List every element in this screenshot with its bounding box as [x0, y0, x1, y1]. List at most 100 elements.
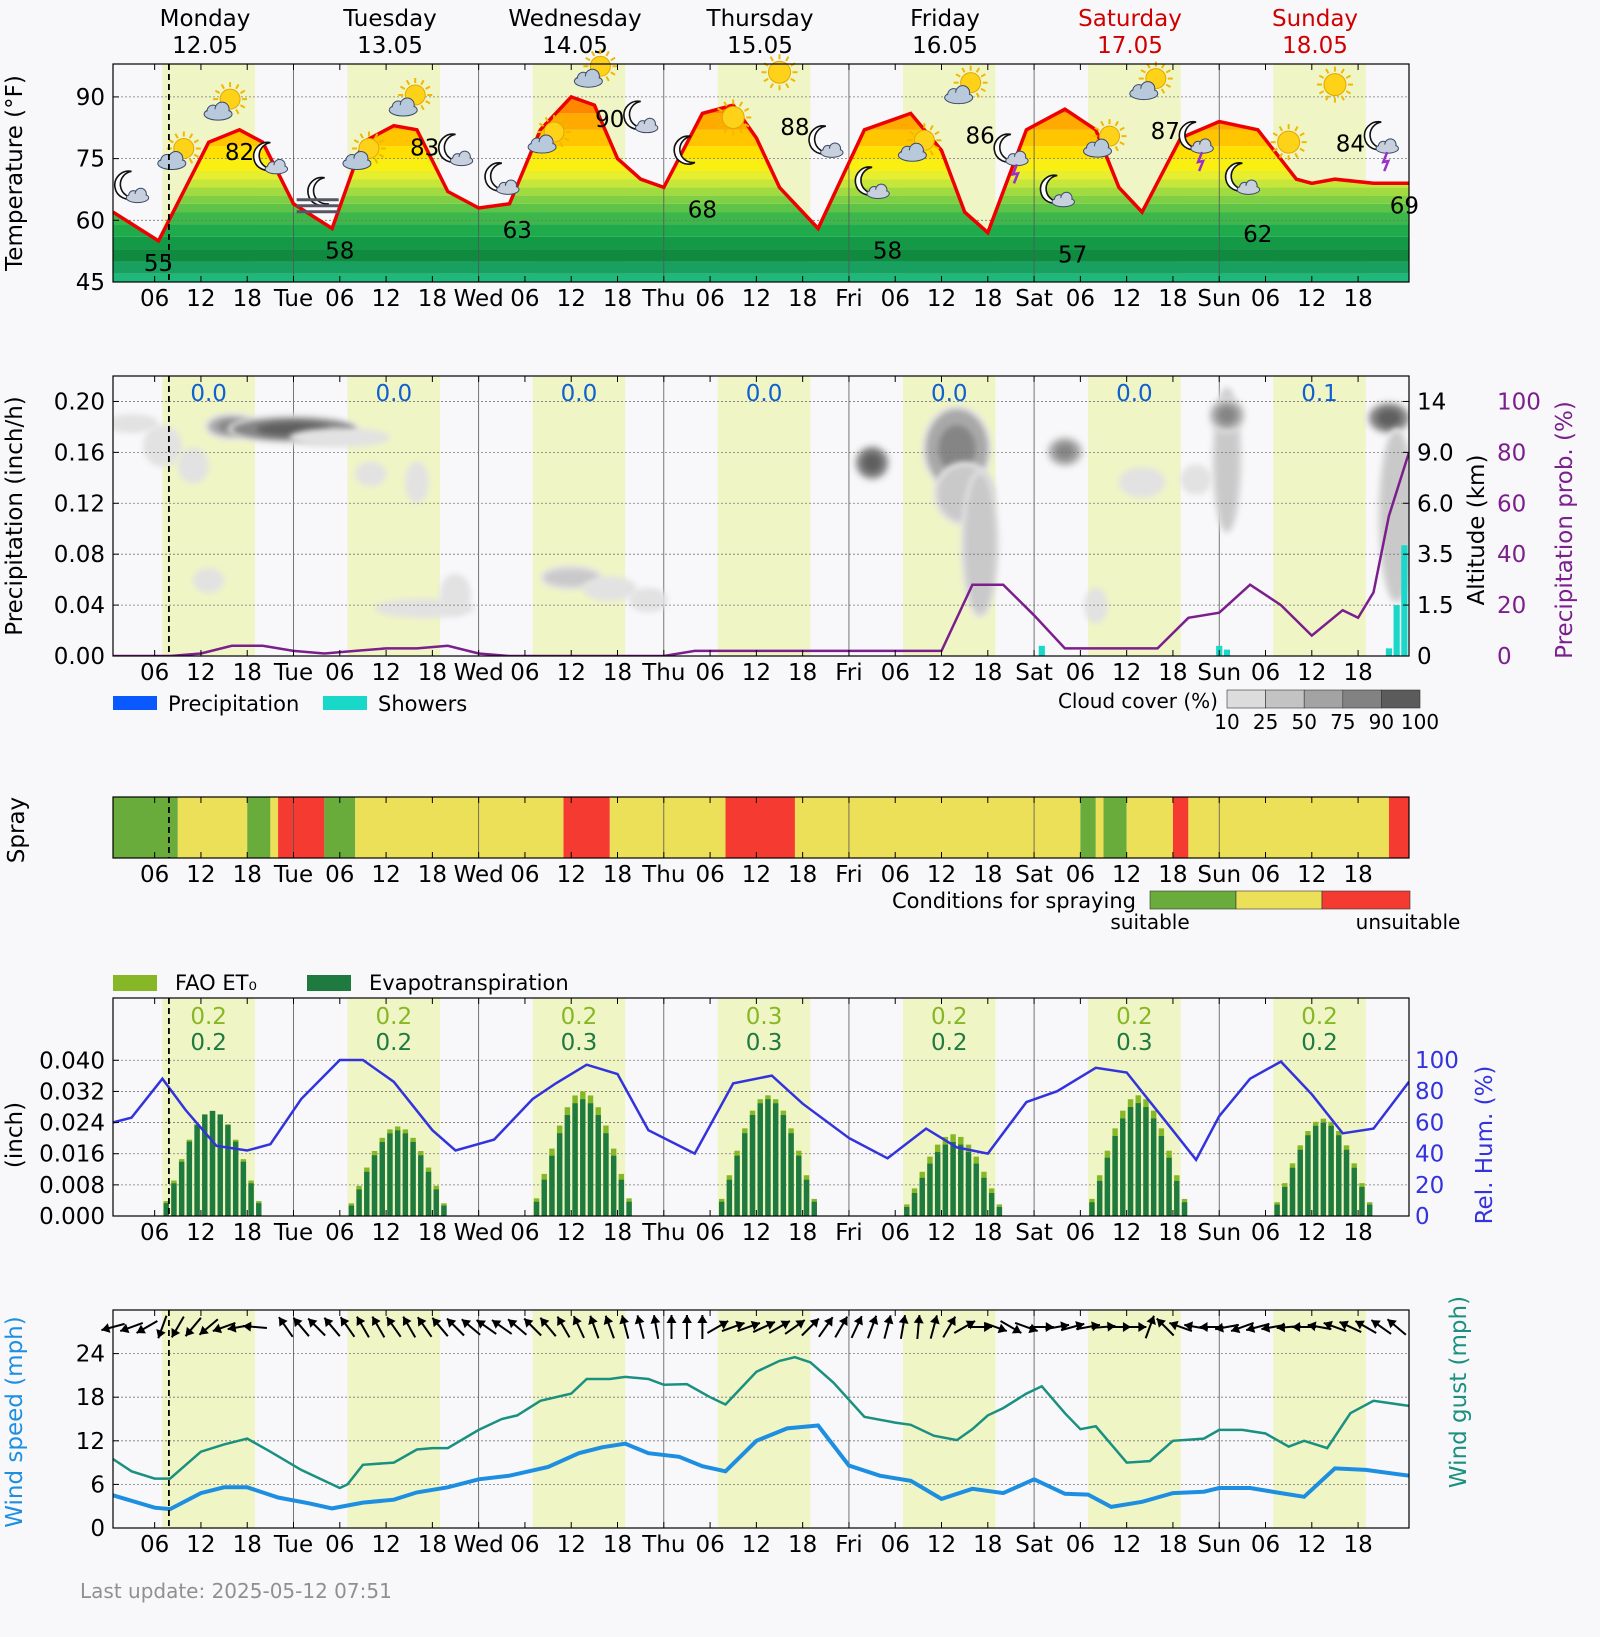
- x-tick-label: Fri: [835, 1220, 862, 1246]
- x-tick-label: Sat: [1015, 660, 1053, 686]
- x-tick-label: 12: [742, 286, 771, 312]
- et-bar: [943, 1145, 948, 1216]
- day-date: 12.05: [172, 33, 238, 59]
- daily-fao-total: 0.2: [561, 1004, 598, 1030]
- x-tick-label: Sat: [1015, 862, 1053, 888]
- x-tick-label: Sun: [1197, 286, 1241, 312]
- spray-segment: [1173, 797, 1188, 858]
- x-tick-label: Thu: [641, 286, 685, 312]
- et-bar: [1174, 1181, 1179, 1216]
- et-bar: [912, 1193, 917, 1216]
- et-bar: [1313, 1126, 1318, 1216]
- evapotranspiration-panel: FAO ET₀ Evapotranspiration 0.20.20.20.20…: [2, 971, 1498, 1246]
- x-tick-label: 12: [371, 1220, 400, 1246]
- cloud-part: [266, 165, 287, 173]
- x-tick-label: 18: [603, 1532, 632, 1558]
- cloud-blob: [1056, 444, 1075, 459]
- daily-precipitation-total: 0.0: [190, 381, 227, 407]
- et-bar: [171, 1183, 176, 1216]
- et-bar: [1136, 1103, 1141, 1216]
- daytime-band: [162, 1310, 255, 1528]
- x-tick-label: 06: [1251, 862, 1280, 888]
- cloud-legend-cell: [1381, 690, 1420, 708]
- x-tick-label: 18: [233, 1220, 262, 1246]
- altitude-tick-label: 3.5: [1417, 542, 1454, 568]
- cloud-blob: [863, 454, 882, 472]
- sun-ray: [611, 58, 615, 61]
- et-bar: [765, 1099, 770, 1216]
- x-tick-label: 12: [371, 660, 400, 686]
- wind-gust-label: Wind gust (mph): [1446, 1296, 1472, 1488]
- x-tick-label: 12: [1297, 862, 1326, 888]
- x-tick-label: Sat: [1015, 1220, 1053, 1246]
- cloud-legend-cell: [1343, 690, 1382, 708]
- et-bar: [210, 1111, 215, 1216]
- x-tick-label: Wed: [454, 862, 504, 888]
- x-tick-label: Fri: [835, 862, 862, 888]
- cloud-blob: [583, 576, 637, 601]
- daytime-band: [718, 376, 811, 656]
- x-tick-label: 18: [1343, 286, 1372, 312]
- x-tick-label: 12: [927, 1532, 956, 1558]
- temperature-color-band: [113, 249, 1409, 261]
- x-tick-label: Tue: [273, 1532, 313, 1558]
- day-date: 13.05: [357, 33, 423, 59]
- et-bar: [1321, 1123, 1326, 1216]
- x-tick-label: 18: [418, 660, 447, 686]
- shower-bar: [1224, 650, 1230, 656]
- cloud-blob: [355, 462, 386, 487]
- x-tick-label: 06: [881, 862, 910, 888]
- x-tick-label: 06: [325, 286, 354, 312]
- x-tick-label: 12: [557, 1220, 586, 1246]
- et-bar: [187, 1142, 192, 1216]
- altitude-label: Altitude (km): [1464, 455, 1490, 606]
- x-tick-label: 18: [1158, 1220, 1187, 1246]
- et-bar: [572, 1103, 577, 1216]
- x-tick-label: 06: [510, 660, 539, 686]
- et-bar: [773, 1103, 778, 1216]
- spray-segment: [564, 797, 610, 858]
- et-bar: [974, 1164, 979, 1216]
- et-bar: [981, 1178, 986, 1216]
- sun-disc: [1324, 74, 1346, 96]
- cloud-legend-cell: [1266, 690, 1305, 708]
- x-tick-label: 06: [695, 1532, 724, 1558]
- spray-segments: [113, 797, 1409, 858]
- et-bar: [1305, 1135, 1310, 1216]
- daily-et-total: 0.2: [931, 1030, 968, 1056]
- spray-segment: [278, 797, 324, 858]
- x-tick-label: 12: [927, 660, 956, 686]
- x-tick-label: 18: [233, 862, 262, 888]
- y-tick-label: 0.040: [39, 1048, 105, 1074]
- et-bar: [781, 1115, 786, 1216]
- et-bar: [758, 1103, 763, 1216]
- x-tick-label: 06: [1251, 286, 1280, 312]
- cloud-part: [205, 109, 231, 119]
- cloud-part: [636, 124, 657, 132]
- x-tick-label: 06: [1066, 286, 1095, 312]
- cloud-part: [529, 142, 555, 152]
- et-bar: [1128, 1107, 1133, 1216]
- et-bar: [904, 1207, 909, 1216]
- x-tick-label: Tue: [273, 1220, 313, 1246]
- y-tick-label: 0.00: [54, 644, 105, 670]
- y-tick-label: 6: [90, 1472, 105, 1498]
- x-tick-label: 06: [1066, 862, 1095, 888]
- x-tick-label: 06: [695, 862, 724, 888]
- temperature-label: 86: [965, 123, 994, 149]
- et-legend-label: Evapotranspiration: [369, 971, 569, 995]
- et-bar: [742, 1133, 747, 1216]
- cloud-part: [1085, 146, 1111, 156]
- x-tick-label: 06: [881, 1532, 910, 1558]
- y-tick-label: 0.12: [54, 491, 105, 517]
- x-tick-label: 12: [1297, 1532, 1326, 1558]
- x-tick-label: Tue: [273, 660, 313, 686]
- daily-fao-total: 0.2: [376, 1004, 413, 1030]
- cloud-part: [1007, 157, 1028, 165]
- et-bar: [441, 1206, 446, 1216]
- x-tick-label: 18: [418, 286, 447, 312]
- et-bar: [950, 1142, 955, 1216]
- spray-segment: [1096, 797, 1104, 858]
- x-tick-label: 12: [186, 862, 215, 888]
